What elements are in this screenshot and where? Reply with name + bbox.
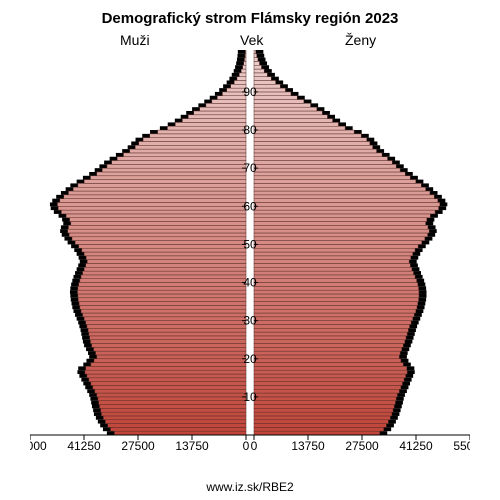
svg-text:60: 60 (243, 199, 257, 213)
pyramid-container: Demografický strom Flámsky región 2023 M… (0, 0, 500, 500)
svg-text:0: 0 (243, 439, 250, 450)
svg-text:50: 50 (243, 237, 257, 251)
pyramid-svg: 55000 41250 27500 13750 0 55000 41250 27500 1375… (30, 50, 470, 450)
svg-text:10: 10 (243, 390, 257, 404)
svg-text:13750: 13750 (175, 439, 209, 450)
label-male: Muži (120, 32, 150, 48)
chart-area: 55000 41250 27500 13750 0 55000 41250 27500 1375… (30, 50, 470, 450)
svg-text:0: 0 (251, 439, 258, 450)
svg-text:30: 30 (243, 314, 257, 328)
svg-text:40: 40 (243, 276, 257, 290)
svg-text:70: 70 (243, 161, 257, 175)
svg-text:80: 80 (243, 123, 257, 137)
svg-text:13750: 13750 (291, 439, 325, 450)
chart-title: Demografický strom Flámsky región 2023 (0, 10, 500, 27)
svg-text:90: 90 (243, 85, 257, 99)
svg-text:55000: 55000 (453, 439, 470, 450)
footer-url: www.iz.sk/RBE2 (0, 480, 500, 494)
svg-text:41250: 41250 (399, 439, 433, 450)
label-female: Ženy (345, 32, 376, 48)
label-age: Vek (240, 32, 263, 48)
svg-text:41250: 41250 (67, 439, 101, 450)
svg-text:55000: 55000 (30, 439, 47, 450)
svg-text:27500: 27500 (121, 439, 155, 450)
svg-text:20: 20 (243, 352, 257, 366)
svg-text:27500: 27500 (345, 439, 379, 450)
